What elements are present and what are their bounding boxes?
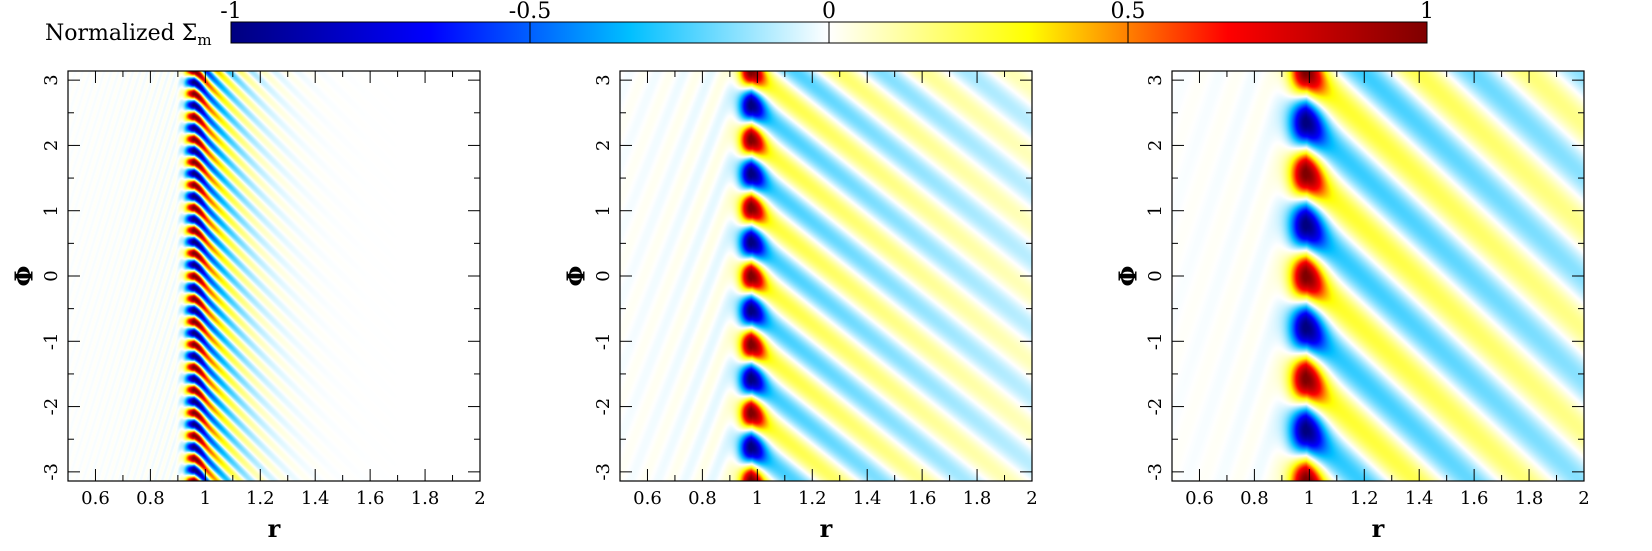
colorbar-tick-label: 0.5: [1111, 0, 1146, 24]
y-tick-label: -1: [1145, 333, 1166, 351]
x-tick-label: 1.2: [1350, 488, 1379, 509]
x-tick-label: 1: [200, 488, 211, 509]
x-tick-label: 1.6: [356, 488, 385, 509]
x-tick-label: 1.8: [411, 488, 440, 509]
y-tick-label: 3: [593, 74, 614, 85]
y-axis-title: Φ: [1114, 266, 1143, 287]
y-tick-label: 1: [1145, 205, 1166, 216]
colorbar-tick-label: -0.5: [509, 0, 551, 24]
panel-3: 0.6 0.8 1 1.2 1.4 1.6 1.8 2 -3 -2 -1 0 1 2 3 r Φ: [1114, 70, 1590, 543]
colorbar: Normalized Σm -1 -0.5 0 0.5 1: [45, 0, 1434, 49]
x-tick-label: 2: [1578, 488, 1589, 509]
y-tick-label: 3: [41, 74, 62, 85]
colorbar-label: Normalized Σm: [45, 21, 212, 49]
colorbar-tick-label: 0: [822, 0, 836, 24]
y-tick-label: -1: [593, 333, 614, 351]
y-tick-label: 2: [593, 140, 614, 151]
y-tick-label: 0: [593, 270, 614, 281]
y-tick-label: 0: [41, 270, 62, 281]
x-tick-label: 1: [1304, 488, 1315, 509]
x-tick-label: 2: [1026, 488, 1037, 509]
y-tick-label: -3: [41, 463, 62, 481]
x-tick-label: 0.6: [81, 488, 110, 509]
x-tick-label: 1.2: [246, 488, 275, 509]
y-tick-label: -2: [1145, 398, 1166, 416]
heatmap-image: [68, 71, 480, 481]
y-tick-label: 1: [593, 205, 614, 216]
y-tick-label: -2: [41, 398, 62, 416]
y-tick-label: 2: [41, 140, 62, 151]
x-tick-label: 0.6: [633, 488, 662, 509]
x-tick-label: 1.4: [853, 488, 882, 509]
x-tick-label: 0.8: [688, 488, 717, 509]
y-tick-label: 3: [1145, 74, 1166, 85]
x-axis-title: r: [1372, 514, 1385, 543]
y-tick-label: -3: [593, 463, 614, 481]
x-tick-label: 1.8: [1515, 488, 1544, 509]
x-tick-label: 2: [474, 488, 485, 509]
x-tick-label: 1: [752, 488, 763, 509]
y-tick-label: 2: [1145, 140, 1166, 151]
colorbar-tick-label: 1: [1420, 0, 1434, 24]
x-tick-label: 1.6: [908, 488, 937, 509]
x-tick-label: 1.4: [301, 488, 330, 509]
x-axis-title: r: [268, 514, 281, 543]
x-tick-label: 0.8: [1240, 488, 1269, 509]
y-axis-title: Φ: [10, 266, 39, 287]
colorbar-ticks: -1 -0.5 0 0.5 1: [220, 0, 1434, 43]
panel-1: 0.6 0.8 1 1.2 1.4 1.6 1.8 2 -3 -2 -1 0 1 2 3 r Φ: [10, 70, 486, 543]
heatmap-image: [1172, 71, 1584, 481]
y-tick-label: 1: [41, 205, 62, 216]
x-tick-label: 1.6: [1460, 488, 1489, 509]
panel-2: 0.6 0.8 1 1.2 1.4 1.6 1.8 2 -3 -2 -1 0 1 2 3 r Φ: [562, 70, 1038, 543]
x-tick-label: 1.8: [963, 488, 992, 509]
y-tick-label: -3: [1145, 463, 1166, 481]
heatmap-image: [620, 71, 1032, 481]
y-axis-title: Φ: [562, 266, 591, 287]
colorbar-tick-label: -1: [220, 0, 241, 24]
x-tick-label: 1.4: [1405, 488, 1434, 509]
x-axis-title: r: [820, 514, 833, 543]
colorbar-label-subscript: m: [197, 31, 211, 49]
y-tick-label: -2: [593, 398, 614, 416]
x-tick-label: 0.8: [136, 488, 165, 509]
x-tick-label: 0.6: [1185, 488, 1214, 509]
y-tick-label: -1: [41, 333, 62, 351]
x-tick-label: 1.2: [798, 488, 827, 509]
y-tick-label: 0: [1145, 270, 1166, 281]
